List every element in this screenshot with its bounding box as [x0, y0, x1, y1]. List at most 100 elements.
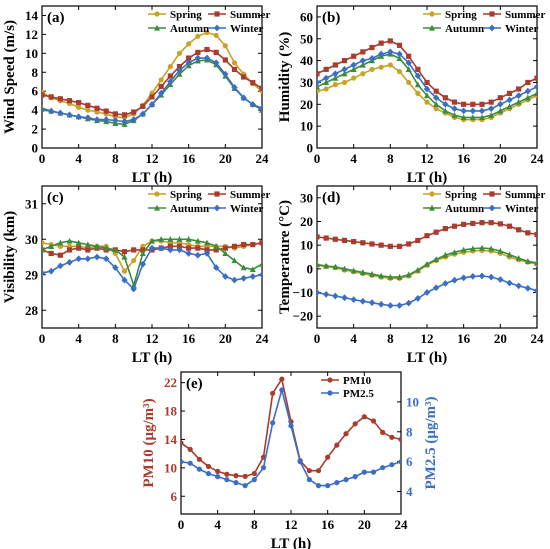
x-axis-label: LT (h)	[407, 170, 447, 186]
data-point	[279, 376, 285, 382]
x-tick-label: 12	[285, 517, 298, 532]
data-point	[222, 273, 229, 280]
data-point	[497, 247, 504, 254]
data-point	[76, 99, 82, 106]
data-point	[222, 70, 229, 78]
data-point	[334, 480, 340, 486]
data-point	[497, 95, 503, 101]
data-point	[442, 107, 449, 114]
data-point	[306, 477, 312, 483]
data-point	[84, 255, 92, 263]
data-point	[194, 237, 201, 244]
x-tick-label: 12	[421, 331, 434, 346]
x-tick-label: 20	[219, 331, 232, 346]
data-point	[75, 255, 82, 263]
data-point	[506, 279, 513, 287]
data-point	[85, 102, 91, 108]
data-point	[187, 460, 193, 466]
data-point	[479, 114, 485, 121]
data-point	[167, 78, 174, 86]
x-tick-label: 8	[112, 151, 119, 166]
data-point	[157, 244, 165, 252]
data-point	[405, 66, 412, 72]
data-point	[231, 243, 238, 249]
data-point	[196, 456, 202, 462]
data-point	[213, 204, 221, 212]
data-point	[470, 220, 476, 226]
data-point	[317, 88, 320, 94]
data-point	[524, 94, 531, 101]
data-point	[140, 247, 146, 253]
data-point	[181, 440, 184, 446]
chart-panel-1: 0 4 8 12 16 20 24 LT (h) 0 10 20 30 40 50 60 Humidity (…	[277, 5, 545, 186]
data-point	[359, 57, 367, 65]
data-point	[48, 250, 54, 257]
data-point	[139, 110, 147, 118]
series-Summer	[317, 220, 537, 249]
data-point	[93, 253, 101, 261]
data-point	[341, 237, 348, 244]
data-point	[497, 107, 504, 114]
data-point	[332, 82, 338, 88]
data-point	[451, 99, 458, 105]
series-Winter	[317, 272, 537, 309]
data-point	[249, 101, 257, 108]
y-tick-label: 10	[300, 119, 313, 134]
data-point	[487, 105, 495, 113]
data-point	[377, 300, 385, 308]
data-point	[341, 79, 348, 86]
data-point	[488, 245, 495, 252]
data-point	[94, 243, 100, 249]
y-tick-label: 14	[25, 8, 39, 23]
data-point	[102, 255, 110, 263]
data-point	[478, 107, 486, 115]
data-point	[195, 49, 201, 55]
data-point	[433, 88, 439, 94]
data-point	[240, 94, 247, 102]
y-axis-label: Temperature (°C)	[277, 200, 293, 314]
data-point	[451, 223, 458, 229]
data-point	[433, 256, 440, 262]
y-tick-label: 10	[300, 238, 313, 253]
legend-label: Summer	[505, 9, 545, 21]
data-point	[154, 204, 160, 211]
data-point	[213, 243, 220, 249]
data-point	[213, 32, 219, 38]
data-point	[334, 442, 340, 448]
data-point	[479, 244, 485, 251]
y-tick-label: 10	[25, 46, 38, 61]
data-point	[306, 468, 312, 474]
data-point	[506, 103, 513, 110]
y-axis-label: Visibility (km)	[2, 211, 18, 303]
data-point	[204, 239, 210, 246]
data-point	[176, 63, 183, 70]
data-point	[350, 267, 357, 274]
x-tick-label: 24	[531, 331, 545, 346]
x-tick-label: 8	[387, 151, 394, 166]
data-point	[414, 266, 421, 273]
x-tick-label: 16	[321, 517, 335, 532]
data-point	[131, 247, 137, 253]
data-point	[343, 477, 349, 483]
data-point	[315, 483, 322, 489]
data-point	[154, 191, 160, 197]
data-point	[351, 53, 357, 59]
data-point	[251, 477, 257, 483]
data-point	[352, 474, 358, 480]
data-point	[361, 469, 367, 475]
data-point	[42, 269, 46, 277]
series-Summer	[317, 38, 537, 107]
chart-panel-4: 0 4 8 12 16 20 24 LT (h) 6 10 14 18 22 PM10 (μg/m³) 4 6…	[141, 371, 439, 549]
y-right-tick-label: 6	[406, 454, 413, 469]
data-point	[84, 241, 91, 248]
data-point	[203, 54, 211, 62]
data-point	[103, 108, 109, 114]
data-point	[250, 241, 256, 248]
data-point	[360, 49, 366, 55]
y-tick-label: −20	[293, 309, 313, 324]
data-point	[203, 250, 211, 257]
data-point	[158, 77, 164, 83]
data-point	[396, 68, 403, 75]
data-point	[270, 390, 276, 396]
x-tick-label: 0	[314, 151, 321, 166]
